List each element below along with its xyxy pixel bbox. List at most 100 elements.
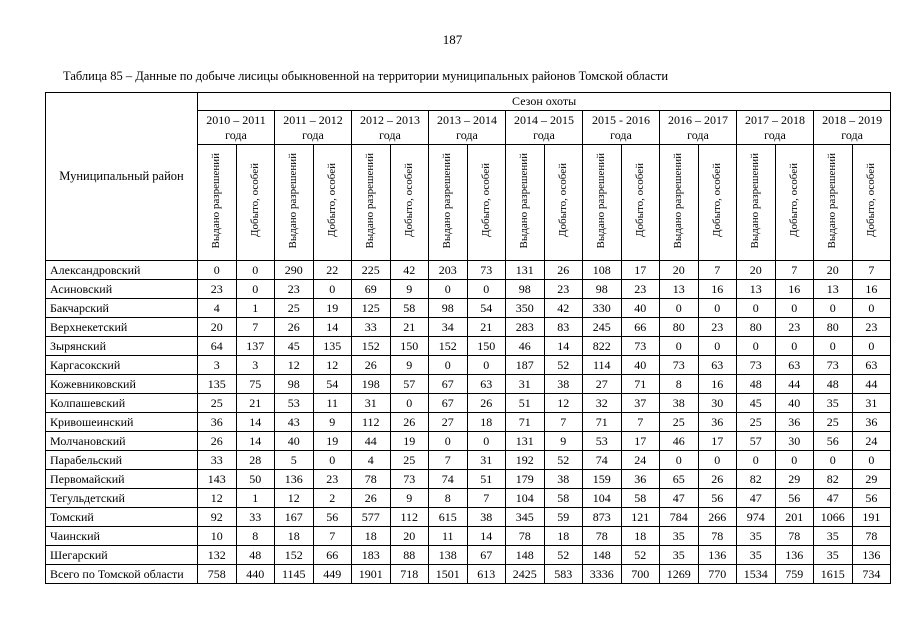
value-cell: 136: [774, 545, 814, 565]
value-cell: 51: [505, 393, 545, 413]
value-cell: 74: [428, 469, 468, 489]
harvested-header: Добыто, особей: [851, 144, 892, 261]
value-cell: 25: [813, 412, 853, 432]
value-cell: 1534: [736, 564, 776, 584]
value-cell: 35: [736, 526, 776, 546]
value-cell: 23: [543, 279, 583, 299]
value-cell: 104: [505, 488, 545, 508]
value-cell: 23: [851, 317, 892, 337]
value-cell: 63: [466, 374, 506, 394]
season-year-header: 2017 – 2018 года: [736, 110, 814, 145]
table-row: Александровский 0 0 290 22 225 42 203 73 131 26 108…: [45, 260, 892, 280]
value-cell: 0: [736, 336, 776, 356]
district-cell: Парабельский: [45, 450, 198, 470]
value-cell: 31: [851, 393, 892, 413]
value-cell: 13: [813, 279, 853, 299]
value-cell: 14: [543, 336, 583, 356]
district-cell: Шегарский: [45, 545, 198, 565]
value-cell: 69: [351, 279, 391, 299]
value-cell: 26: [543, 260, 583, 280]
value-cell: 35: [813, 393, 853, 413]
value-cell: 0: [813, 298, 853, 318]
value-cell: 136: [697, 545, 737, 565]
table-body: Александровский 0 0 290 22 225 42 203 73 131 26 108…: [45, 260, 892, 584]
value-cell: 13: [659, 279, 699, 299]
value-cell: 192: [505, 450, 545, 470]
value-cell: 104: [582, 488, 622, 508]
value-cell: 0: [774, 450, 814, 470]
value-cell: 7: [466, 488, 506, 508]
value-cell: 53: [274, 393, 314, 413]
vertical-label: Добыто, особей: [864, 163, 877, 238]
harvested-header: Добыто, особей: [235, 144, 275, 261]
value-cell: 198: [351, 374, 391, 394]
value-cell: 0: [466, 355, 506, 375]
value-cell: 33: [197, 450, 237, 470]
value-cell: 283: [505, 317, 545, 337]
value-cell: 0: [235, 279, 275, 299]
value-cell: 14: [235, 412, 275, 432]
table-container: Муниципальный район Сезон охоты 2010 – 201…: [45, 92, 892, 584]
value-cell: 16: [697, 374, 737, 394]
value-cell: 20: [389, 526, 429, 546]
value-cell: 5: [274, 450, 314, 470]
value-cell: 0: [659, 298, 699, 318]
vertical-label: Выдано разрешений: [287, 152, 300, 249]
value-cell: 38: [659, 393, 699, 413]
value-cell: 20: [659, 260, 699, 280]
value-cell: 34: [428, 317, 468, 337]
value-cell: 25: [659, 412, 699, 432]
value-cell: 330: [582, 298, 622, 318]
header-row-season: Муниципальный район Сезон охоты: [45, 92, 892, 261]
value-cell: 78: [697, 526, 737, 546]
value-cell: 28: [235, 450, 275, 470]
value-cell: 718: [389, 564, 429, 584]
value-cell: 20: [736, 260, 776, 280]
value-cell: 16: [697, 279, 737, 299]
value-cell: 33: [351, 317, 391, 337]
value-cell: 1615: [813, 564, 853, 584]
value-cell: 36: [774, 412, 814, 432]
value-cell: 64: [197, 336, 237, 356]
value-cell: 10: [197, 526, 237, 546]
value-cell: 112: [351, 412, 391, 432]
value-cell: 16: [774, 279, 814, 299]
value-cell: 19: [312, 431, 352, 451]
value-cell: 52: [543, 355, 583, 375]
value-cell: 0: [851, 450, 892, 470]
value-cell: 7: [428, 450, 468, 470]
value-cell: 75: [235, 374, 275, 394]
value-cell: 125: [351, 298, 391, 318]
value-cell: 38: [466, 507, 506, 527]
table-row: Зырянский 64 137 45 135 152 150 152 150 46 14 822 73…: [45, 336, 892, 356]
value-cell: 135: [312, 336, 352, 356]
permits-issued-header: Выдано разрешений: [813, 144, 853, 261]
value-cell: 71: [620, 374, 660, 394]
value-cell: 47: [659, 488, 699, 508]
table-row: Асиновский 23 0 23 0 69 9 0 0 98 23 98 23 13 16 13 16 13 1…: [45, 279, 892, 299]
value-cell: 63: [851, 355, 892, 375]
table-row: Парабельский 33 28 5 0 4 25 7 31 192 52 74 24 0 0 0 0 0 0: [45, 450, 892, 470]
value-cell: 7: [851, 260, 892, 280]
value-cell: 758: [197, 564, 237, 584]
value-cell: 46: [659, 431, 699, 451]
value-cell: 784: [659, 507, 699, 527]
value-cell: 24: [620, 450, 660, 470]
value-cell: 14: [466, 526, 506, 546]
season-year-header: 2012 – 2013 года: [351, 110, 429, 145]
value-cell: 974: [736, 507, 776, 527]
value-cell: 18: [620, 526, 660, 546]
value-cell: 0: [697, 450, 737, 470]
value-cell: 7: [235, 317, 275, 337]
value-cell: 26: [197, 431, 237, 451]
value-cell: 80: [736, 317, 776, 337]
value-cell: 138: [428, 545, 468, 565]
value-cell: 26: [697, 469, 737, 489]
corner-header: Муниципальный район: [45, 92, 198, 261]
value-cell: 440: [235, 564, 275, 584]
value-cell: 8: [659, 374, 699, 394]
value-cell: 19: [389, 431, 429, 451]
district-cell: Тегульдетский: [45, 488, 198, 508]
value-cell: 245: [582, 317, 622, 337]
value-cell: 449: [312, 564, 352, 584]
